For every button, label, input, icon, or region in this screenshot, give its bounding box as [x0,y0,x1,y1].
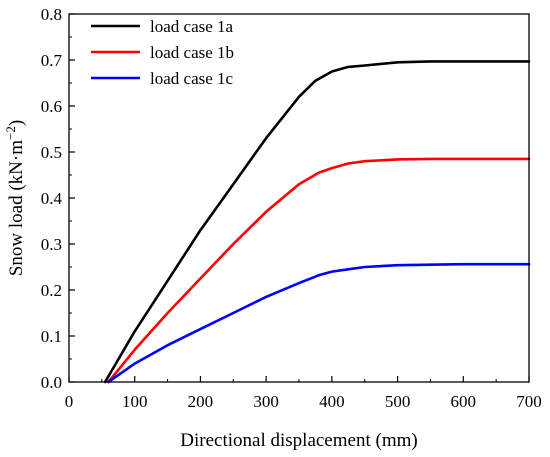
y-tick-label: 0.4 [41,189,63,208]
x-axis-label: Directional displacement (mm) [180,430,417,451]
x-tick-label: 500 [385,392,411,411]
legend: load case 1a load case 1b load case 1c [91,17,234,88]
y-tick-label: 0.5 [41,143,62,162]
plot-frame [68,13,530,383]
x-tick-label: 400 [319,392,345,411]
x-tick-label: 0 [65,392,74,411]
series-line-2 [107,157,531,384]
y-axis-label-main: Snow load (kN·m [6,140,27,276]
x-tick-label: 200 [188,392,214,411]
y-tick-label: 0.3 [41,235,62,254]
y-tick-label: 0.7 [41,51,63,70]
lines-layer [103,60,531,384]
y-tick-label: 0.0 [41,373,62,392]
legend-label-2: load case 1b [150,43,234,62]
ticks-layer: 0 100 200 300 400 500 600 700 0.0 0.1 0.2 0.3 0.4 0.5… [41,5,542,411]
y-axis-label: Snow load (kN·m−2) [3,120,27,276]
y-tick-label: 0.8 [41,5,62,24]
x-tick-label: 700 [516,392,542,411]
y-tick-label: 0.2 [41,281,62,300]
y-axis-label-exponent: −2 [3,126,18,140]
x-tick-label: 300 [253,392,279,411]
legend-label-3: load case 1c [150,69,234,88]
series-line-3 [107,262,531,384]
y-tick-label: 0.6 [41,97,62,116]
x-tick-label: 100 [122,392,148,411]
y-axis-label-close: ) [6,120,27,126]
x-tick-label: 600 [451,392,477,411]
legend-label-1: load case 1a [150,17,234,36]
series-line-1 [103,60,531,384]
y-tick-label: 0.1 [41,327,62,346]
